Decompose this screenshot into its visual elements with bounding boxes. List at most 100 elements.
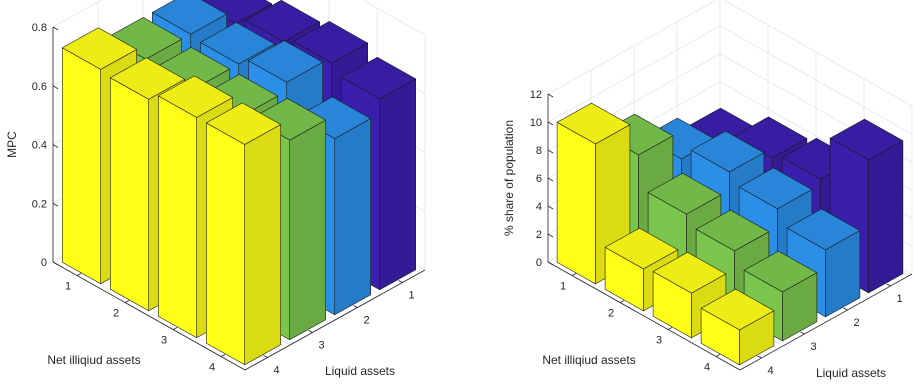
bar-face-top — [700, 288, 775, 331]
bar-face-top — [61, 27, 137, 70]
z-tick-label: 6 — [536, 173, 542, 185]
y-tick — [843, 307, 848, 311]
z-tick — [547, 93, 554, 98]
z-tick — [547, 261, 554, 266]
bar-face-top — [604, 227, 679, 270]
y-tick — [263, 355, 268, 358]
bar-face-top — [647, 173, 722, 215]
x-tick-label: 1 — [560, 281, 566, 293]
z-tick — [52, 261, 59, 266]
y-axis-label: Liquid assets — [816, 366, 886, 380]
y-tick — [308, 330, 313, 333]
y-tick — [886, 283, 891, 287]
gridline — [361, 0, 426, 36]
y-tick-label: 4 — [273, 365, 279, 377]
y-tick-label: 3 — [810, 341, 816, 353]
x-tick-label: 2 — [608, 308, 614, 320]
z-tick — [547, 205, 554, 210]
x-axis-label: Net illiqiud assets — [47, 353, 140, 367]
bar-face-left — [244, 124, 282, 366]
z-tick — [547, 233, 554, 238]
x-tick-label: 3 — [161, 335, 167, 347]
bar-face-top — [248, 40, 324, 83]
bar-face-left — [289, 119, 327, 341]
y-tick-label: 2 — [363, 315, 369, 327]
chart-mpc: 0 0.2 0.4 0.6 0.8 1 2 3 4 1 2 3 4 Net illiqiud assets… — [5, 0, 426, 378]
z-tick-label: 2 — [536, 229, 542, 241]
y-tick — [353, 305, 358, 308]
z-tick-label: 0 — [536, 257, 542, 269]
bar-face-right — [206, 122, 245, 366]
y-tick-label: 3 — [318, 340, 324, 352]
bar-face-left — [334, 118, 372, 316]
bar-face-top — [251, 98, 327, 141]
bar-face-top — [690, 130, 765, 173]
bar-face-top — [556, 102, 631, 145]
z-tick-label: 4 — [536, 201, 542, 213]
x-tick-label: 1 — [65, 281, 71, 293]
bar-face-left — [379, 78, 417, 291]
z-tick — [52, 26, 59, 31]
x-tick — [76, 273, 82, 276]
bar-face-top — [786, 208, 861, 250]
z-tick-label: 10 — [530, 117, 542, 129]
bar-face-right — [158, 95, 197, 339]
x-tick-label: 4 — [209, 362, 215, 374]
x-tick-label: 4 — [704, 362, 710, 374]
axes: 0 0.2 0.4 0.6 0.8 1 2 3 4 1 2 3 4 — [32, 22, 426, 377]
z-tick — [52, 85, 59, 90]
z-tick — [52, 144, 59, 148]
z-tick — [547, 149, 554, 154]
bar-face-top — [340, 56, 417, 100]
z-tick-label: 12 — [530, 89, 542, 101]
z-axis-label: MPC — [5, 131, 19, 158]
x-tick — [124, 300, 130, 303]
x-axis-line — [52, 261, 246, 371]
bar-face-top — [652, 252, 727, 294]
x-tick — [619, 300, 625, 303]
y-tick — [398, 280, 403, 283]
bar-face-right — [556, 122, 596, 285]
bars — [61, 0, 417, 366]
bar-face-top — [110, 57, 185, 100]
bar-x4-y4 — [206, 102, 282, 366]
z-tick-label: 0.6 — [32, 81, 47, 93]
y-axis-line — [739, 273, 913, 371]
z-tick-label: 0.8 — [32, 22, 47, 34]
bar-face-left — [868, 140, 904, 294]
bars — [556, 102, 904, 366]
x-tick — [220, 354, 226, 357]
y-tick-label: 4 — [767, 365, 773, 377]
z-tick — [547, 177, 554, 182]
x-tick — [715, 354, 721, 357]
bar-x4-y4 — [700, 288, 775, 366]
bar-face-top — [152, 0, 227, 35]
y-tick — [800, 331, 805, 335]
bar-face-top — [733, 116, 808, 158]
x-tick — [667, 327, 673, 330]
bar-face-top — [743, 250, 818, 293]
gridline — [52, 0, 103, 28]
x-tick — [172, 327, 178, 330]
bar-face-top — [200, 22, 276, 65]
z-tick-label: 0 — [41, 257, 47, 269]
bar-face-top — [206, 102, 282, 145]
y-axis-label: Liquid assets — [325, 364, 395, 378]
z-tick-label: 0.4 — [32, 140, 47, 152]
x-axis-line — [547, 261, 741, 371]
z-tick — [547, 121, 554, 126]
bar-face-right — [110, 77, 149, 312]
bar-face-top — [695, 209, 770, 252]
x-tick-label: 2 — [113, 308, 119, 320]
bar-face-top — [829, 118, 904, 161]
bar-face-top — [158, 75, 233, 118]
y-axis-line — [244, 269, 426, 371]
z-tick-label: 0.2 — [32, 198, 47, 210]
z-tick-label: 8 — [536, 145, 542, 157]
bar-face-top — [738, 167, 813, 209]
x-tick-label: 3 — [656, 335, 662, 347]
y-tick-label: 1 — [896, 293, 902, 305]
